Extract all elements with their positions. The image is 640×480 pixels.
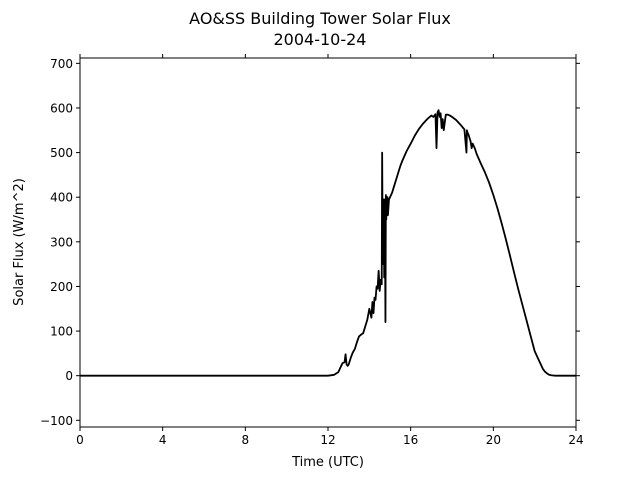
y-tick-label: 600	[50, 101, 73, 115]
x-axis: 0 4 8 12 16 20 24	[76, 54, 584, 447]
series-line-0	[80, 109, 576, 377]
y-axis: −100 0 100 200 300 400 500 600 700	[40, 57, 580, 428]
chart-title: AO&SS Building Tower Solar Flux	[189, 9, 451, 28]
x-tick-label: 20	[486, 433, 501, 447]
y-axis-label: Solar Flux (W/m^2)	[12, 178, 27, 306]
x-tick-label: 0	[76, 433, 84, 447]
x-tick-label: 24	[568, 433, 583, 447]
data-line-layer	[80, 109, 576, 377]
y-tick-label: 100	[50, 325, 73, 339]
y-tick-label: 400	[50, 191, 73, 205]
chart-subtitle: 2004-10-24	[274, 30, 367, 49]
plot-frame	[79, 57, 577, 428]
x-tick-label: 4	[159, 433, 167, 447]
y-tick-label: 0	[65, 369, 73, 383]
y-tick-label: 500	[50, 146, 73, 160]
x-tick-label: 12	[320, 433, 335, 447]
x-tick-label: 16	[403, 433, 418, 447]
y-tick-label: 200	[50, 280, 73, 294]
x-tick-label: 8	[242, 433, 250, 447]
y-tick-label: 700	[50, 57, 73, 71]
y-tick-label: −100	[40, 414, 73, 428]
x-axis-label: Time (UTC)	[291, 455, 364, 470]
y-tick-label: 300	[50, 235, 73, 249]
